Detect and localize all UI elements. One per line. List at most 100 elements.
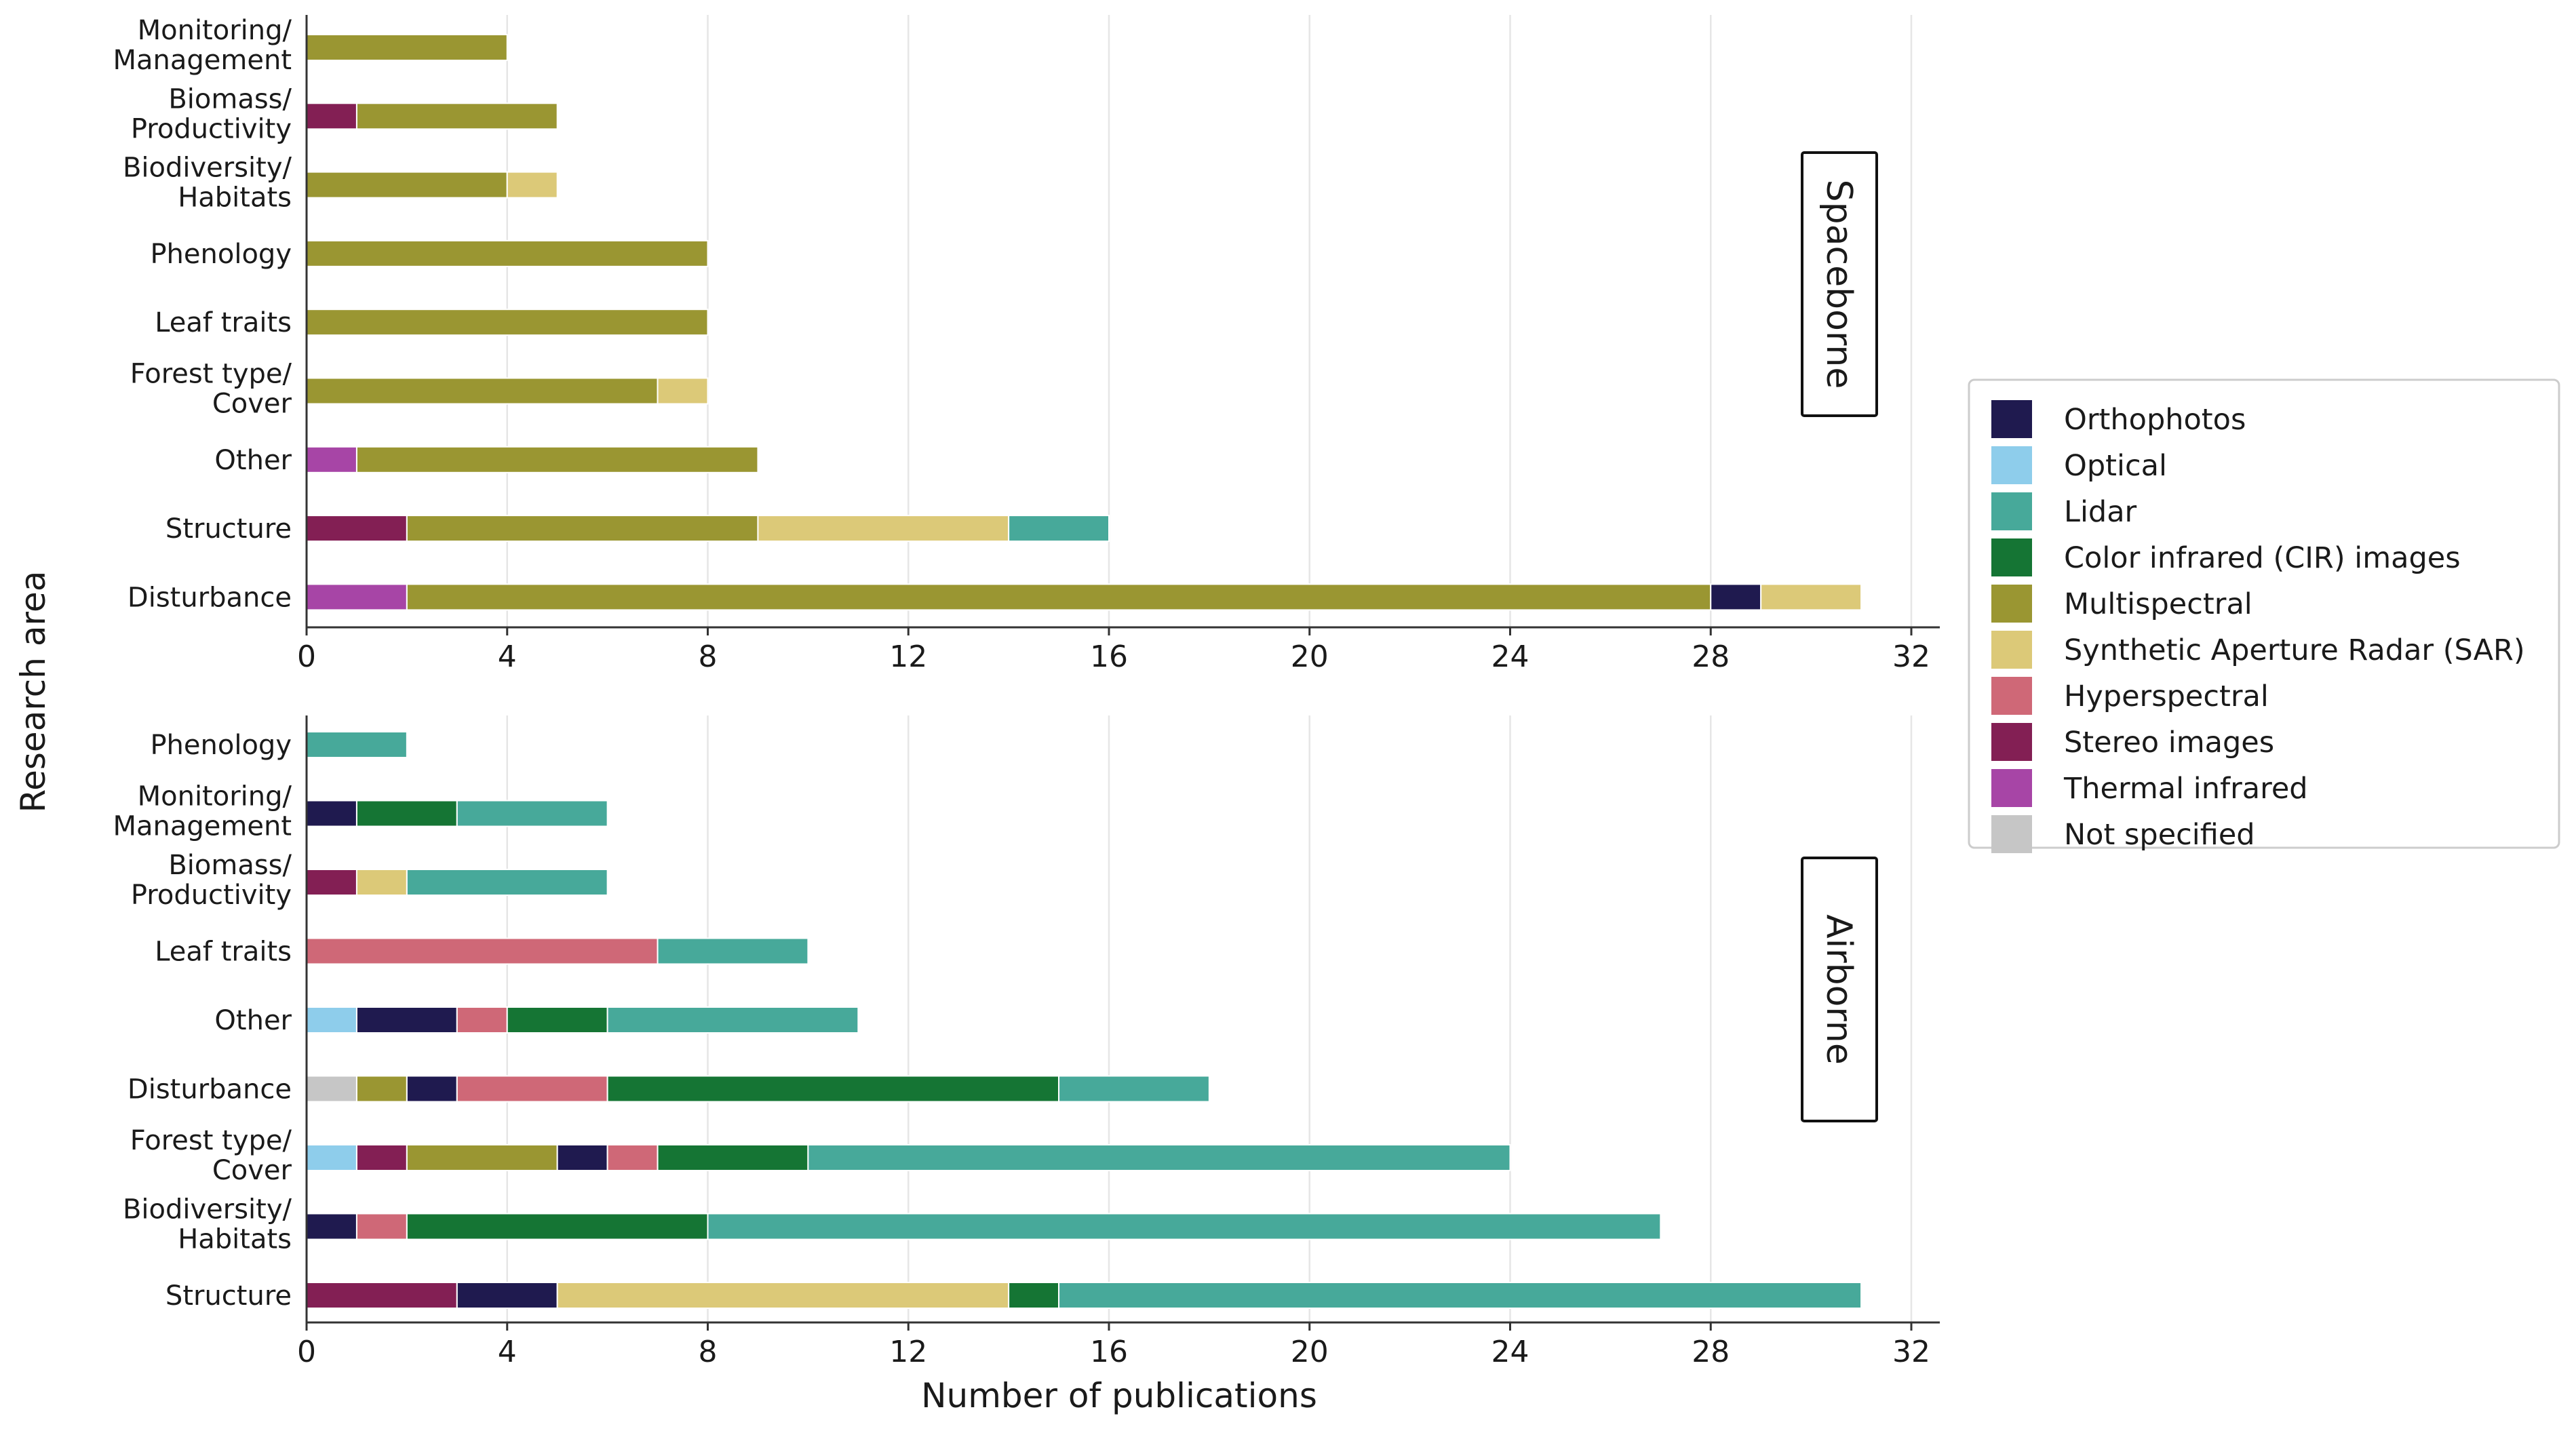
- legend-swatch-lidar: [1991, 492, 2032, 530]
- bar-segment-hyperspectral: [456, 1075, 608, 1103]
- category-label-line: Habitats: [178, 182, 292, 214]
- x-tick-label: 16: [1090, 640, 1128, 674]
- category-label-line: Cover: [212, 1155, 292, 1186]
- bar-segment-hyperspectral: [355, 1213, 408, 1240]
- bar-segment-stereo: [306, 102, 357, 130]
- bar-segment-hyperspectral: [306, 937, 659, 965]
- category-label-line: Biomass/: [168, 850, 292, 881]
- bar-segment-lidar: [406, 869, 608, 896]
- category-label-line: Disturbance: [128, 582, 292, 613]
- category-label: Disturbance: [128, 582, 292, 613]
- bar-segment-multispectral: [406, 583, 1712, 611]
- legend-label-lidar: Lidar: [2064, 495, 2137, 529]
- category-label-line: Cover: [212, 389, 292, 420]
- category-label-line: Productivity: [131, 880, 292, 911]
- bar-segment-stereo: [306, 1282, 458, 1309]
- bar-segment-cir: [1008, 1282, 1060, 1309]
- bar-segment-cir: [355, 800, 458, 827]
- x-tick-label: 24: [1491, 1335, 1529, 1369]
- legend-label-thermal: Thermal infrared: [2063, 772, 2308, 806]
- category-label-line: Structure: [165, 1280, 292, 1312]
- bar-segment-lidar: [807, 1144, 1511, 1171]
- bar-segment-thermal: [306, 446, 357, 473]
- bar-segment-orthophotos: [1710, 583, 1762, 611]
- bar-segment-sar: [506, 171, 558, 199]
- x-tick-label: 20: [1291, 640, 1329, 674]
- bar-segment-multispectral: [406, 515, 759, 543]
- legend-label-optical: Optical: [2064, 449, 2167, 483]
- category-label-line: Other: [214, 445, 292, 476]
- category-label-line: Leaf traits: [155, 307, 292, 338]
- x-tick-label: 4: [498, 1335, 517, 1369]
- x-tick-label: 0: [297, 640, 316, 674]
- category-label: Structure: [165, 513, 292, 545]
- category-label: Biodiversity/Habitats: [123, 1194, 292, 1255]
- category-label-line: Other: [214, 1005, 292, 1036]
- legend-swatch-orthophotos: [1991, 400, 2032, 438]
- bar-segment-cir: [506, 1006, 608, 1034]
- legend-swatch-sar: [1991, 631, 2032, 669]
- bar-segment-cir: [606, 1075, 1060, 1103]
- legend-label-hyperspectral: Hyperspectral: [2064, 680, 2269, 713]
- category-label: Structure: [165, 1280, 292, 1312]
- bar-segment-lidar: [657, 937, 809, 965]
- x-tick-label: 4: [498, 640, 517, 674]
- category-label-line: Phenology: [150, 239, 292, 270]
- legend-swatch-notspecified: [1991, 815, 2032, 853]
- bar-segment-multispectral: [306, 239, 709, 267]
- category-label: Disturbance: [128, 1074, 292, 1105]
- bar-segment-hyperspectral: [456, 1006, 508, 1034]
- bar-segment-orthophotos: [306, 1213, 357, 1240]
- bar-segment-lidar: [1008, 515, 1110, 543]
- bar-segment-multispectral: [306, 309, 709, 336]
- bar-segment-sar: [556, 1282, 1010, 1309]
- bar-segment-orthophotos: [406, 1075, 458, 1103]
- bar-segment-cir: [657, 1144, 809, 1171]
- category-label-line: Leaf traits: [155, 937, 292, 968]
- x-tick-label: 16: [1090, 1335, 1128, 1369]
- legend: Orthophotos Optical Lidar Color infrared (C…: [1968, 378, 2560, 853]
- bar-segment-lidar: [456, 800, 608, 827]
- legend-label-stereo: Stereo images: [2064, 726, 2274, 760]
- legend-frame: [1968, 378, 2560, 849]
- bar-segment-orthophotos: [456, 1282, 558, 1309]
- category-label-line: Biodiversity/: [123, 1194, 292, 1225]
- x-tick-label: 28: [1692, 1335, 1730, 1369]
- legend-label-orthophotos: Orthophotos: [2064, 403, 2246, 437]
- category-label-line: Forest type/: [130, 359, 292, 390]
- x-tick-label: 32: [1892, 1335, 1930, 1369]
- bar-segment-multispectral: [355, 102, 558, 130]
- bar-segment-stereo: [306, 515, 408, 543]
- panel-label: Airborne: [1818, 914, 1859, 1065]
- category-label: Monitoring/Management: [113, 781, 292, 842]
- x-tick-label: 28: [1692, 640, 1730, 674]
- category-label-line: Monitoring/: [138, 15, 292, 46]
- bar-segment-optical: [306, 1144, 357, 1171]
- x-tick-label: 32: [1892, 640, 1930, 674]
- legend-label-multispectral: Multispectral: [2064, 587, 2252, 621]
- category-label-line: Forest type/: [130, 1125, 292, 1156]
- bar-segment-notspecified: [306, 1075, 357, 1103]
- legend-label-cir: Color infrared (CIR) images: [2064, 541, 2461, 575]
- x-axis-title: Number of publications: [921, 1376, 1317, 1415]
- bar-segment-multispectral: [306, 34, 508, 61]
- bar-segment-lidar: [1058, 1075, 1210, 1103]
- category-label: Phenology: [150, 239, 292, 270]
- bar-segment-multispectral: [355, 446, 759, 473]
- bar-segment-multispectral: [355, 1075, 408, 1103]
- category-label: Biomass/Productivity: [131, 83, 292, 144]
- category-label: Biomass/Productivity: [131, 850, 292, 911]
- category-label-line: Biodiversity/: [123, 153, 292, 184]
- category-label: Leaf traits: [155, 937, 292, 968]
- category-label-line: Management: [113, 811, 292, 842]
- bar-segment-hyperspectral: [606, 1144, 659, 1171]
- panel-label: Spaceborne: [1818, 180, 1859, 389]
- x-tick-label: 8: [699, 1335, 718, 1369]
- category-label: Monitoring/Management: [113, 15, 292, 76]
- spaceborne-panel: Monitoring/Management Biomass/Productivit…: [113, 15, 1940, 674]
- x-tick-label: 8: [699, 640, 718, 674]
- x-tick-label: 20: [1291, 1335, 1329, 1369]
- category-label: Leaf traits: [155, 307, 292, 338]
- x-tick-label: 12: [889, 1335, 927, 1369]
